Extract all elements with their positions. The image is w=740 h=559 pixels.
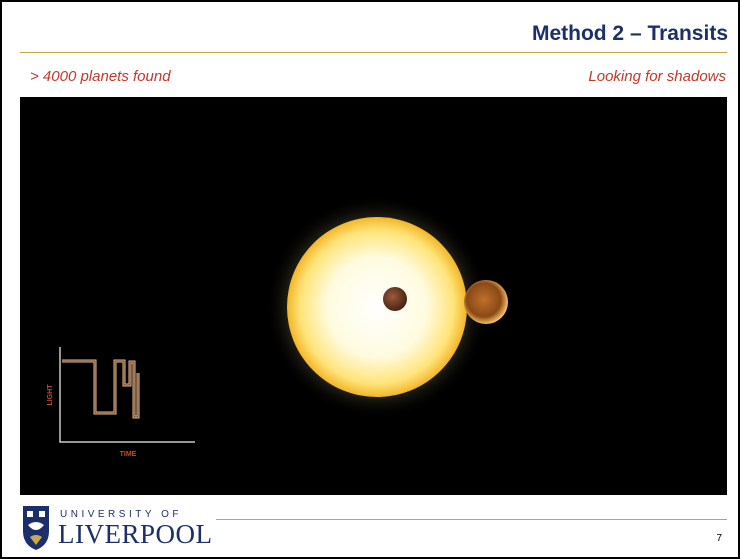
- page-number: 7: [716, 533, 722, 544]
- video-frame: LIGHT TIME: [20, 97, 727, 495]
- transiting-planet: [383, 287, 407, 311]
- star: [287, 217, 467, 397]
- axis-label-light: LIGHT: [47, 384, 54, 406]
- axis-label-time: TIME: [120, 451, 137, 458]
- inset-axes: [59, 347, 195, 443]
- subtitle-right: Looking for shadows: [588, 68, 726, 85]
- subtitle-left: > 4000 planets found: [30, 68, 171, 85]
- logo-text-top: UNIVERSITY OF: [60, 509, 182, 520]
- footer-rule: [216, 519, 727, 520]
- title-rule: [20, 52, 727, 53]
- light-curve-inner: [62, 360, 139, 418]
- slide-title: Method 2 – Transits: [531, 22, 728, 45]
- planet: [464, 280, 508, 324]
- logo-text-main: LIVERPOOL: [58, 519, 213, 549]
- light-curve-inset: LIGHT TIME: [47, 347, 195, 458]
- university-crest: [23, 506, 49, 550]
